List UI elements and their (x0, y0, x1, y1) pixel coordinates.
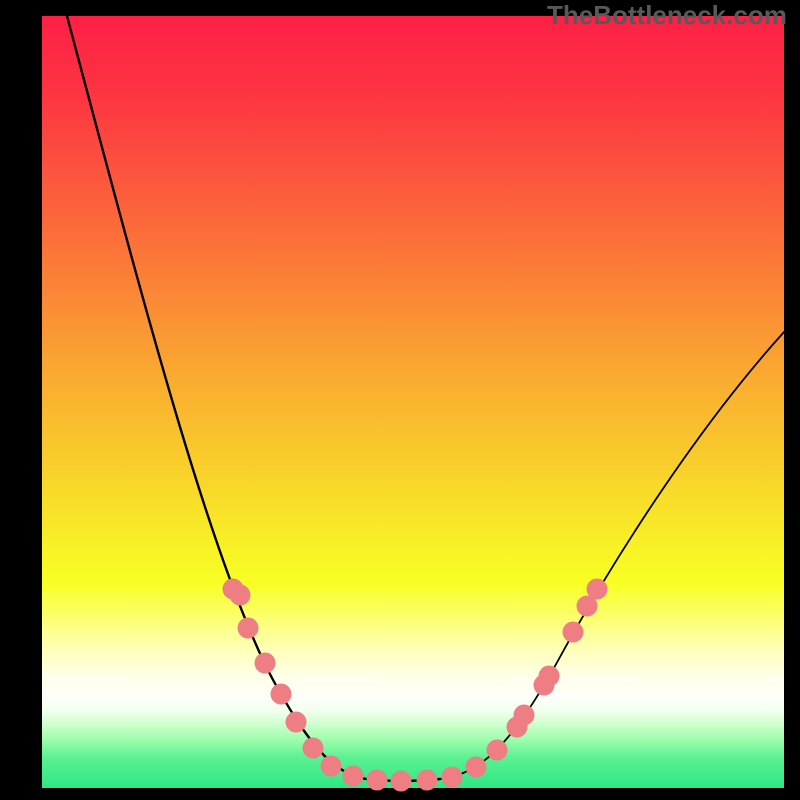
data-point (466, 757, 487, 778)
data-point (271, 684, 292, 705)
data-point (563, 622, 584, 643)
data-point (391, 771, 412, 792)
data-point (230, 585, 251, 606)
bottleneck-curve (67, 16, 369, 780)
data-point (238, 618, 259, 639)
data-point (343, 766, 364, 787)
data-point (539, 666, 560, 687)
data-point (255, 653, 276, 674)
data-point (286, 712, 307, 733)
curve-layer (0, 0, 800, 800)
data-point (587, 579, 608, 600)
data-point (417, 770, 438, 791)
data-point (303, 738, 324, 759)
chart-stage: TheBottleneck.com (0, 0, 800, 800)
bottleneck-curve (440, 332, 784, 779)
watermark-text: TheBottleneck.com (547, 0, 787, 31)
data-point (487, 740, 508, 761)
data-point (442, 767, 463, 788)
data-point (321, 756, 342, 777)
data-point (514, 705, 535, 726)
data-point (367, 770, 388, 791)
